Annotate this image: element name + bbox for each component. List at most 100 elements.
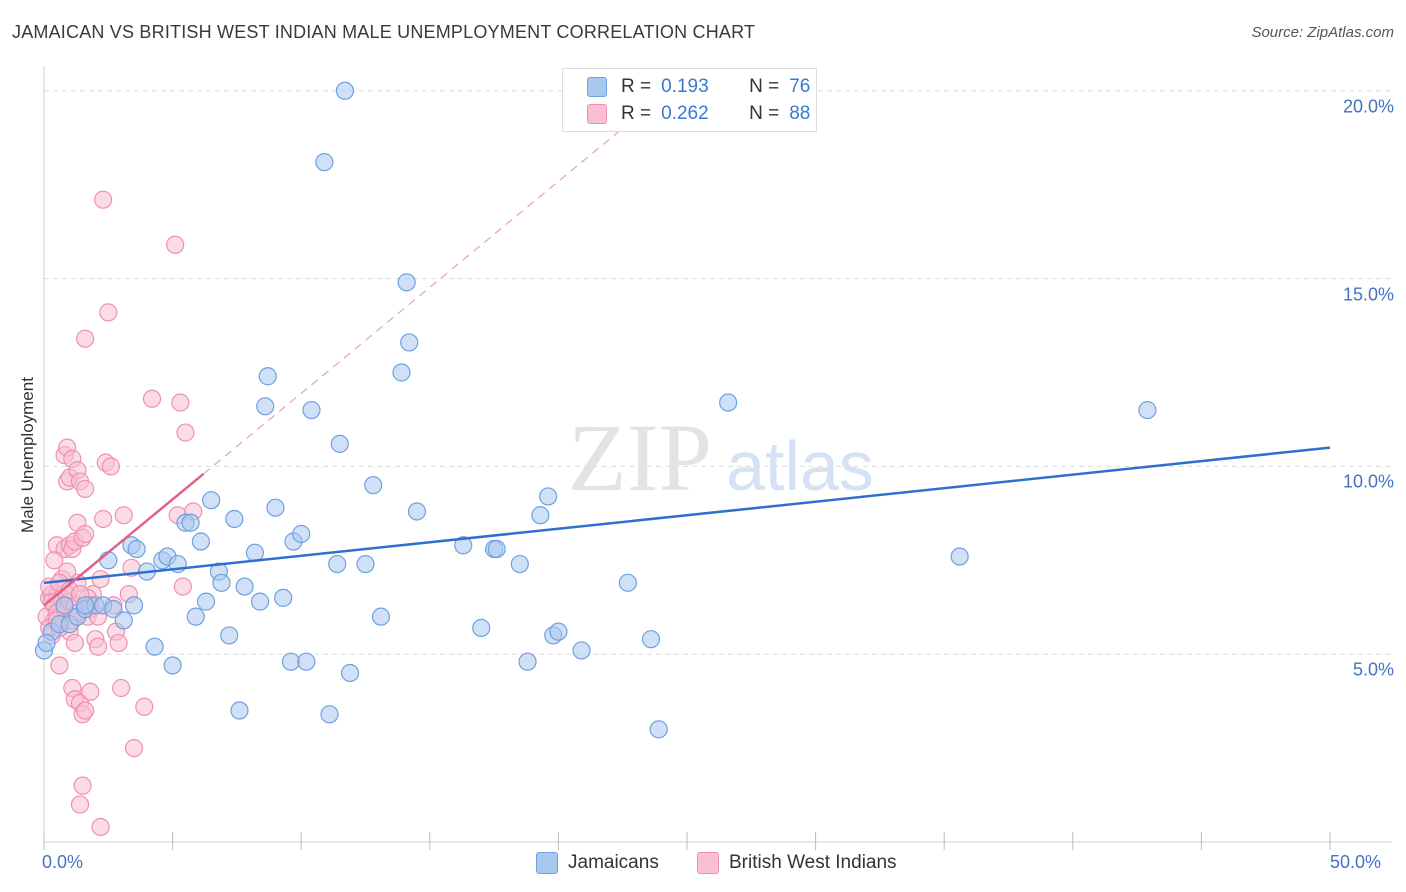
jamaicans-points (34, 81, 1157, 739)
british-west-indians-trend-extension (203, 127, 624, 475)
jamaicans-point (266, 498, 285, 517)
british-west-indians-point (99, 303, 118, 322)
jamaicans-point (225, 509, 244, 529)
british-west-indians-point (76, 701, 95, 720)
jamaicans-point (186, 607, 205, 626)
jamaicans-point (256, 397, 275, 416)
jamaicans-point (340, 663, 360, 683)
x-tick-label-max: 50.0% (1330, 852, 1382, 872)
y-tick-label: 5.0% (1352, 659, 1394, 680)
jamaicans-point (196, 592, 216, 611)
jamaicans-point (572, 641, 591, 660)
legend-r-value: 0.262 (661, 103, 709, 124)
british-west-indians-point (76, 479, 95, 499)
source-label: Source: ZipAtlas.com (1251, 24, 1394, 41)
jamaicans-point (292, 524, 311, 544)
british-west-indians-point (76, 329, 95, 348)
british-west-indians-point (176, 423, 195, 442)
jamaicans-point (258, 367, 277, 386)
legend-row-jamaicans: R = 0.193 N = 76 (587, 73, 810, 101)
jamaicans-point (719, 393, 738, 412)
jamaicans-point (37, 633, 56, 653)
jamaicans-point (531, 506, 550, 525)
chart-title: JAMAICAN VS BRITISH WEST INDIAN MALE UNE… (12, 22, 756, 42)
jamaicans-point (950, 547, 969, 566)
jamaicans-point (220, 626, 239, 645)
jamaicans-point (400, 333, 419, 352)
jamaicans-point (250, 592, 270, 611)
jamaicans-point (202, 491, 221, 510)
jamaicans-point (539, 487, 558, 506)
jamaicans-point (649, 720, 668, 739)
jamaicans-point (55, 596, 74, 615)
british-west-indians-point (91, 817, 110, 837)
legend-r-value: 0.193 (661, 76, 709, 97)
british-west-indians-point (76, 524, 95, 544)
british-west-indians-point (166, 235, 185, 254)
jamaicans-point (127, 539, 146, 559)
british-west-indians-point (45, 551, 64, 570)
jamaicans-point (297, 652, 316, 671)
jamaicans-point (454, 536, 473, 555)
british-west-indians-points (37, 190, 203, 837)
legend-row-british-west-indians: R = 0.262 N = 88 (587, 100, 810, 128)
jamaicans-point (618, 573, 637, 592)
jamaicans-point (114, 611, 133, 630)
jamaicans-point (371, 607, 391, 626)
legend-r-label: R = (621, 103, 652, 124)
jamaicans-point (641, 630, 661, 649)
british-west-indians-point (101, 457, 120, 476)
trend-lines (43, 127, 1331, 607)
jamaicans-point (320, 705, 339, 724)
british-west-indians-point (124, 738, 144, 758)
watermark-atlas: atlas (726, 427, 874, 505)
jamaicans-point (212, 573, 231, 592)
british-west-indians-point (91, 569, 110, 589)
jamaicans-point (181, 513, 200, 532)
jamaicans-point (510, 554, 529, 574)
watermark-zip: ZIP (568, 404, 712, 511)
bottom-legend-label: Jamaicans (568, 852, 659, 873)
jamaicans-point (302, 400, 321, 420)
british-west-indians-point (135, 697, 154, 716)
x-tick-label-min: 0.0% (42, 852, 84, 872)
bottom-legend-label: British West Indians (729, 852, 897, 873)
british-west-indians-point (73, 776, 92, 795)
jamaicans-point (281, 652, 301, 671)
jamaicans-point (549, 622, 568, 641)
british-west-indians-point (70, 795, 90, 814)
legend-r-label: R = (621, 76, 652, 97)
legend-box: R = 0.193 N = 76 R = 0.262 N = 88 (562, 68, 817, 132)
british-west-indians-point (114, 506, 133, 525)
legend-n-label: N = (749, 76, 780, 97)
jamaicans-point (518, 652, 537, 671)
british-west-indians-point (50, 656, 69, 675)
bottom-legend-swatch-blue (536, 852, 558, 874)
jamaicans-point (328, 554, 347, 574)
jamaicans-point (235, 577, 254, 596)
legend-swatch-pink (587, 104, 607, 124)
british-west-indians-trend-line (43, 472, 205, 607)
jamaicans-point (472, 618, 491, 638)
jamaicans-point (330, 434, 349, 453)
legend-n-label: N = (749, 103, 780, 124)
jamaicans-point (76, 596, 95, 615)
jamaicans-point (335, 81, 355, 100)
jamaicans-point (407, 502, 427, 521)
bottom-legend-jamaicans: Jamaicans (536, 852, 659, 874)
jamaicans-point (245, 543, 265, 562)
grid-lines (44, 90, 1392, 655)
jamaicans-point (104, 600, 123, 619)
y-tick-label: 20.0% (1342, 96, 1394, 117)
bottom-legend-british-west-indians: British West Indians (697, 852, 897, 874)
jamaicans-point (191, 532, 210, 551)
axes (43, 66, 1392, 850)
jamaicans-point (163, 656, 182, 675)
british-west-indians-point (88, 637, 108, 656)
british-west-indians-point (142, 389, 162, 408)
jamaicans-point (145, 637, 164, 656)
jamaicans-trend-line (43, 446, 1331, 585)
jamaicans-point (124, 596, 144, 615)
legend-n-value: 88 (789, 103, 811, 124)
